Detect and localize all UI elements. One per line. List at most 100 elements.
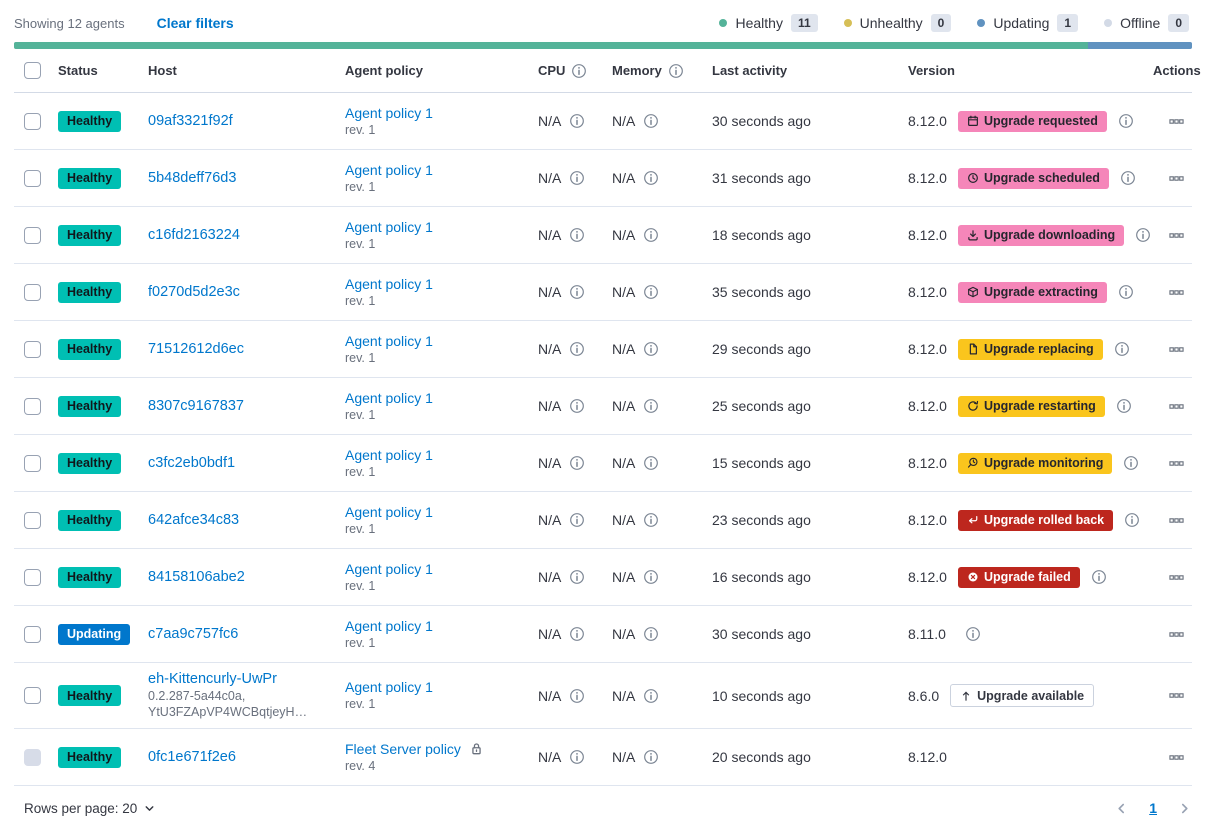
info-icon[interactable]: [643, 455, 659, 471]
host-link[interactable]: 5b48deff76d3: [148, 170, 237, 186]
next-page-button[interactable]: [1177, 801, 1192, 816]
info-icon[interactable]: [569, 626, 585, 642]
info-icon[interactable]: [643, 688, 659, 704]
row-checkbox[interactable]: [24, 748, 41, 766]
host-link[interactable]: c7aa9c757fc6: [148, 626, 239, 642]
select-all-checkbox[interactable]: [24, 62, 41, 79]
row-checkbox[interactable]: [24, 397, 41, 415]
upgrade-details-info-icon[interactable]: [1118, 113, 1134, 129]
previous-page-button[interactable]: [1114, 801, 1129, 816]
info-icon[interactable]: [643, 569, 659, 585]
host-link[interactable]: eh-Kittencurly-UwPr: [148, 671, 277, 687]
agent-policy-link[interactable]: Agent policy 1: [345, 389, 433, 406]
agent-policy-link[interactable]: Agent policy 1: [345, 104, 433, 121]
info-icon[interactable]: [569, 688, 585, 704]
row-checkbox[interactable]: [24, 568, 41, 586]
upgrade-details-info-icon[interactable]: [1091, 569, 1107, 585]
agent-policy-link[interactable]: Agent policy 1: [345, 161, 433, 178]
agent-policy-link[interactable]: Agent policy 1: [345, 332, 433, 349]
header-memory[interactable]: Memory: [604, 63, 704, 79]
info-icon[interactable]: [643, 341, 659, 357]
upgrade-status-badge: Upgrade extracting: [957, 281, 1107, 303]
info-icon[interactable]: [569, 455, 585, 471]
info-icon[interactable]: [569, 341, 585, 357]
upgrade-details-info-icon[interactable]: [1120, 170, 1136, 186]
upgrade-details-info-icon[interactable]: [1123, 455, 1139, 471]
info-icon[interactable]: [569, 113, 585, 129]
info-icon[interactable]: [668, 63, 684, 79]
actions-menu-icon[interactable]: [1169, 228, 1184, 243]
info-icon[interactable]: [569, 170, 585, 186]
actions-menu-icon[interactable]: [1169, 750, 1184, 765]
header-agent-policy[interactable]: Agent policy: [345, 63, 424, 78]
actions-menu-icon[interactable]: [1169, 171, 1184, 186]
row-checkbox[interactable]: [24, 226, 41, 244]
actions-menu-icon[interactable]: [1169, 285, 1184, 300]
actions-menu-icon[interactable]: [1169, 456, 1184, 471]
info-icon[interactable]: [643, 512, 659, 528]
actions-menu-icon[interactable]: [1169, 342, 1184, 357]
row-checkbox[interactable]: [24, 169, 41, 187]
agent-policy-link[interactable]: Agent policy 1: [345, 275, 433, 292]
host-link[interactable]: f0270d5d2e3c: [148, 284, 240, 300]
row-checkbox[interactable]: [24, 340, 41, 358]
clear-filters-link[interactable]: Clear filters: [156, 15, 234, 31]
host-link[interactable]: 84158106abe2: [148, 569, 245, 585]
info-icon[interactable]: [643, 284, 659, 300]
info-icon[interactable]: [569, 398, 585, 414]
host-link[interactable]: 09af3321f92f: [148, 113, 233, 129]
row-checkbox[interactable]: [24, 511, 41, 529]
info-icon[interactable]: [569, 749, 585, 765]
info-icon[interactable]: [569, 284, 585, 300]
info-icon[interactable]: [571, 63, 587, 79]
host-link[interactable]: 8307c9167837: [148, 398, 244, 414]
page-number-button[interactable]: 1: [1149, 800, 1157, 816]
upgrade-details-info-icon[interactable]: [965, 626, 981, 642]
header-version[interactable]: Version: [908, 63, 955, 78]
row-checkbox[interactable]: [24, 687, 41, 704]
status-legend-label: Unhealthy: [859, 15, 923, 31]
row-checkbox[interactable]: [24, 625, 41, 643]
agent-policy-link[interactable]: Agent policy 1: [345, 218, 433, 235]
row-checkbox[interactable]: [24, 112, 41, 130]
info-icon[interactable]: [569, 227, 585, 243]
info-icon[interactable]: [643, 113, 659, 129]
upgrade-details-info-icon[interactable]: [1124, 512, 1140, 528]
info-icon[interactable]: [643, 626, 659, 642]
agent-policy-link[interactable]: Fleet Server policy: [345, 740, 461, 757]
agent-policy-link[interactable]: Agent policy 1: [345, 679, 433, 695]
info-icon[interactable]: [643, 398, 659, 414]
header-cpu[interactable]: CPU: [530, 63, 604, 79]
agent-policy-link[interactable]: Agent policy 1: [345, 446, 433, 463]
header-last-activity[interactable]: Last activity: [712, 63, 788, 78]
agent-policy-link[interactable]: Agent policy 1: [345, 617, 433, 634]
agent-policy-link[interactable]: Agent policy 1: [345, 503, 433, 520]
actions-menu-icon[interactable]: [1169, 114, 1184, 129]
upgrade-details-info-icon[interactable]: [1116, 398, 1132, 414]
table-row: Healthy c16fd2163224 Agent policy 1 rev.…: [14, 207, 1192, 264]
row-checkbox[interactable]: [24, 283, 41, 301]
actions-menu-icon[interactable]: [1169, 627, 1184, 642]
host-link[interactable]: 0fc1e671f2e6: [148, 749, 236, 765]
rows-per-page-button[interactable]: Rows per page: 20: [24, 801, 156, 816]
row-checkbox[interactable]: [24, 454, 41, 472]
info-icon[interactable]: [569, 512, 585, 528]
header-host[interactable]: Host: [148, 63, 177, 78]
actions-menu-icon[interactable]: [1169, 570, 1184, 585]
info-icon[interactable]: [643, 749, 659, 765]
actions-menu-icon[interactable]: [1169, 513, 1184, 528]
info-icon[interactable]: [569, 569, 585, 585]
actions-menu-icon[interactable]: [1169, 688, 1184, 703]
cpu-value: N/A: [538, 341, 562, 357]
host-link[interactable]: 642afce34c83: [148, 512, 240, 528]
actions-menu-icon[interactable]: [1169, 399, 1184, 414]
upgrade-details-info-icon[interactable]: [1114, 341, 1130, 357]
host-link[interactable]: 71512612d6ec: [148, 341, 244, 357]
agent-policy-link[interactable]: Agent policy 1: [345, 560, 433, 577]
info-icon[interactable]: [643, 227, 659, 243]
upgrade-details-info-icon[interactable]: [1118, 284, 1134, 300]
host-link[interactable]: c3fc2eb0bdf1: [148, 455, 236, 471]
host-link[interactable]: c16fd2163224: [148, 227, 240, 243]
info-icon[interactable]: [643, 170, 659, 186]
header-status[interactable]: Status: [58, 63, 98, 78]
